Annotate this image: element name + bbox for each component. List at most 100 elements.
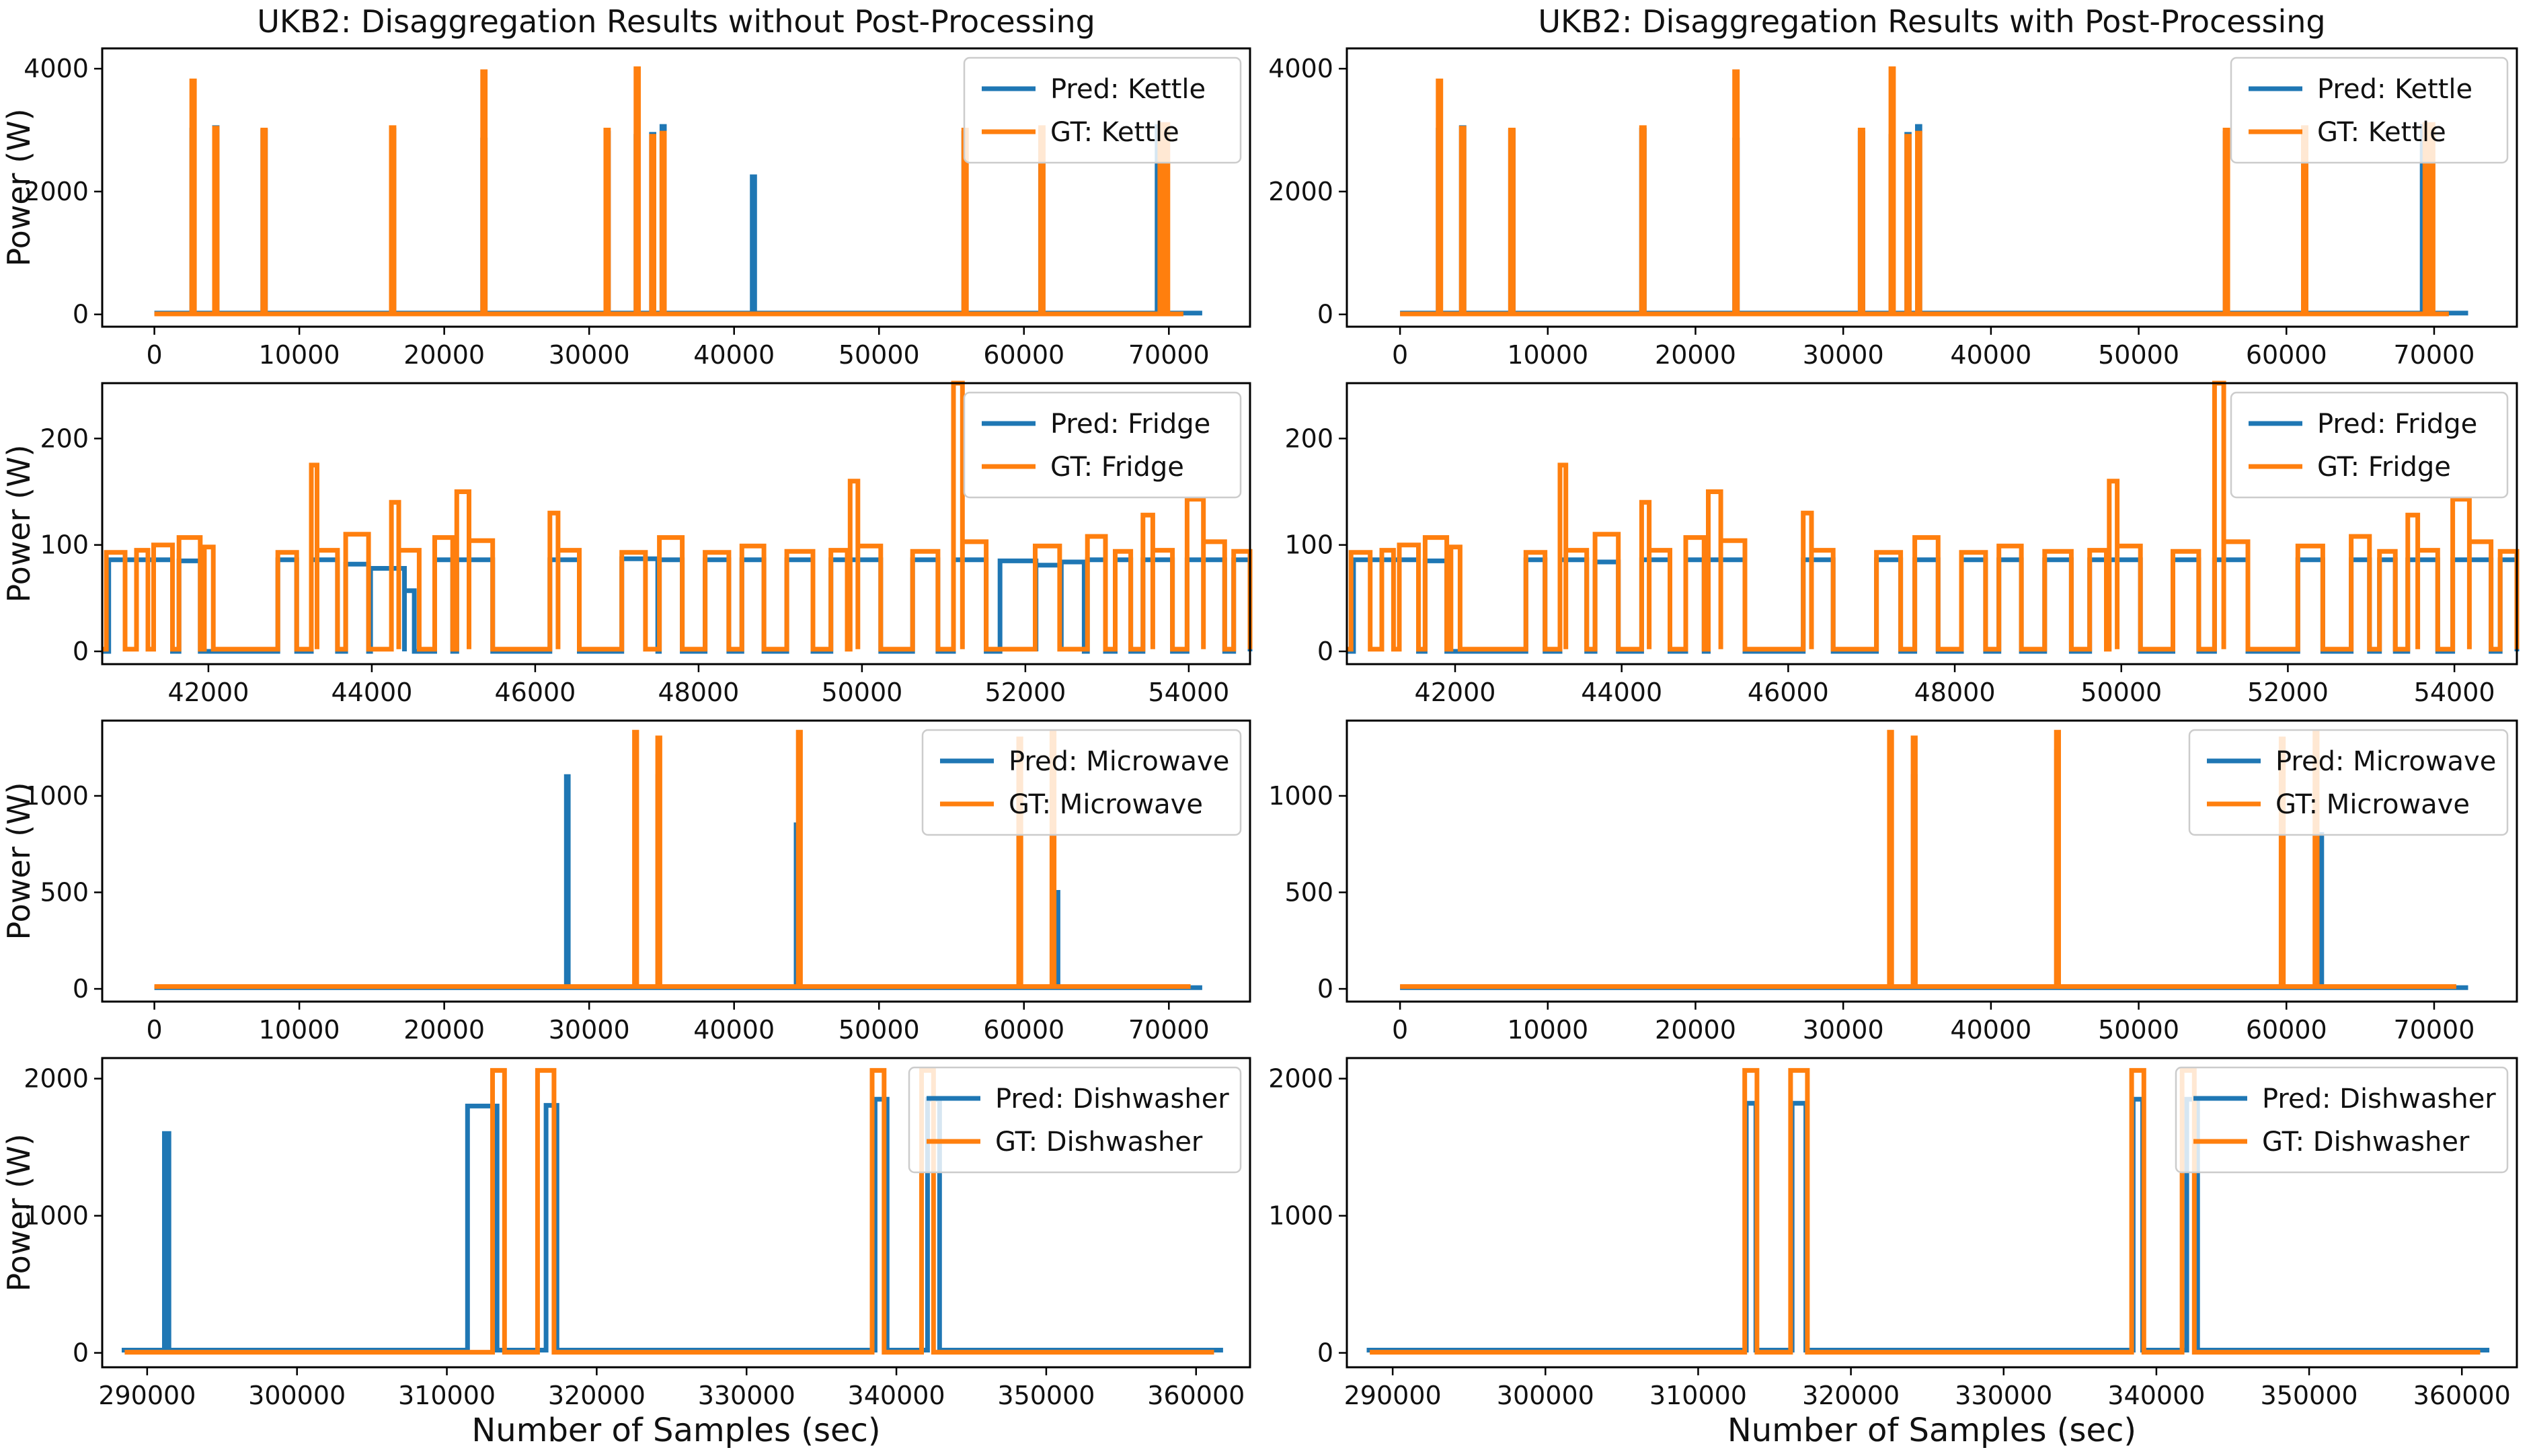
- svg-text:50000: 50000: [2098, 1015, 2179, 1045]
- plot-microwave-with-pp: 0 10000 20000 30000 40000 50000 60000 70000 0 500…: [1268, 719, 2518, 1045]
- legend-label-pred: Pred: Microwave: [1009, 746, 1229, 777]
- legend-label-gt: GT: Microwave: [2275, 789, 2470, 820]
- svg-text:44000: 44000: [1581, 678, 1662, 707]
- svg-text:40000: 40000: [693, 340, 775, 370]
- svg-text:2000: 2000: [24, 1064, 89, 1094]
- svg-text:20000: 20000: [1655, 340, 1736, 370]
- svg-text:70000: 70000: [2394, 340, 2475, 370]
- svg-text:20000: 20000: [1655, 1015, 1736, 1045]
- series-gt-kettle: [154, 66, 1183, 317]
- legend: Pred: Fridge GT: Fridge: [2230, 391, 2509, 499]
- svg-text:10000: 10000: [259, 340, 340, 370]
- svg-text:10000: 10000: [259, 1015, 340, 1045]
- plot-fridge-without-pp: 42000 44000 46000 48000 50000 52000 54000 0 100 2…: [1, 380, 1253, 707]
- svg-text:500: 500: [40, 878, 89, 907]
- svg-text:290000: 290000: [1344, 1381, 1442, 1410]
- series-lines: [154, 66, 1202, 317]
- svg-text:4000: 4000: [24, 54, 89, 83]
- svg-text:2000: 2000: [24, 177, 89, 206]
- series-lines: [102, 380, 1253, 654]
- axes-frame: [1346, 1057, 2518, 1369]
- svg-text:52000: 52000: [2247, 678, 2329, 707]
- legend: Pred: Kettle GT: Kettle: [2230, 56, 2509, 164]
- svg-text:40000: 40000: [693, 1015, 775, 1045]
- svg-text:0: 0: [73, 1338, 89, 1368]
- axes-frame: [101, 719, 1251, 1003]
- legend-label-gt: GT: Fridge: [1050, 452, 1184, 483]
- axis-ticks: 0 10000 20000 30000 40000 50000 60000 70000 0 200…: [24, 54, 1209, 370]
- svg-text:200: 200: [1284, 423, 1333, 453]
- series-gt-kettle: [1400, 66, 2449, 317]
- svg-text:60000: 60000: [983, 1015, 1064, 1045]
- svg-text:350000: 350000: [2261, 1381, 2358, 1410]
- svg-text:330000: 330000: [1955, 1381, 2052, 1410]
- svg-text:0: 0: [73, 974, 89, 1004]
- legend-label-pred: Pred: Dishwasher: [2262, 1084, 2496, 1115]
- legend-label-gt: GT: Fridge: [2317, 452, 2451, 483]
- svg-text:340000: 340000: [848, 1381, 945, 1410]
- legend: Pred: Microwave GT: Microwave: [2188, 729, 2509, 836]
- svg-text:1000: 1000: [24, 1201, 89, 1231]
- series-pred-dishwasher: [122, 1096, 1223, 1352]
- panel-microwave-without-pp: 0 10000 20000 30000 40000 50000 60000 70000 0 500…: [0, 710, 1266, 1047]
- svg-text:50000: 50000: [839, 1015, 920, 1045]
- svg-text:0: 0: [1317, 637, 1333, 666]
- svg-text:200: 200: [40, 423, 89, 453]
- chart-title-with-pp: UKB2: Disaggregation Results with Post-P…: [1538, 3, 2326, 40]
- svg-text:52000: 52000: [984, 678, 1066, 707]
- svg-text:4000: 4000: [1268, 54, 1333, 83]
- svg-text:1000: 1000: [24, 781, 89, 811]
- svg-text:0: 0: [1317, 1338, 1333, 1368]
- svg-text:0: 0: [146, 340, 162, 370]
- svg-text:0: 0: [1392, 340, 1408, 370]
- chart-title-without-pp: UKB2: Disaggregation Results without Pos…: [257, 3, 1095, 40]
- svg-text:20000: 20000: [403, 340, 485, 370]
- svg-text:310000: 310000: [398, 1381, 496, 1410]
- svg-text:40000: 40000: [1950, 340, 2031, 370]
- y-axis-label: Power (W): [1, 108, 37, 266]
- svg-text:48000: 48000: [658, 678, 739, 707]
- axis-ticks: 290000 300000 310000 320000 330000 340000 3500…: [1268, 1064, 2510, 1410]
- axis-ticks: 0 10000 20000 30000 40000 50000 60000 70000 0 500…: [1268, 781, 2474, 1045]
- svg-text:500: 500: [1284, 878, 1333, 907]
- svg-text:50000: 50000: [2098, 340, 2179, 370]
- svg-text:10000: 10000: [1507, 340, 1588, 370]
- axis-ticks: 0 10000 20000 30000 40000 50000 60000 70000 0 200…: [1268, 54, 2474, 370]
- plot-dishwasher-without-pp: 290000 300000 310000 320000 330000 340000 3500…: [1, 1057, 1251, 1410]
- legend-label-gt: GT: Dishwasher: [995, 1127, 1203, 1158]
- series-gt-fridge: [102, 380, 1253, 652]
- svg-text:44000: 44000: [331, 678, 412, 707]
- legend: Pred: Microwave GT: Microwave: [921, 729, 1242, 836]
- legend-label-pred: Pred: Kettle: [1050, 74, 1206, 105]
- legend: Pred: Dishwasher GT: Dishwasher: [2175, 1066, 2509, 1174]
- legend-label-pred: Pred: Kettle: [2317, 74, 2472, 105]
- axes-frame: [101, 382, 1251, 665]
- y-axis-label: Power (W): [1, 1133, 37, 1291]
- plot-microwave-without-pp: 0 10000 20000 30000 40000 50000 60000 70000 0 500…: [1, 719, 1251, 1045]
- svg-text:320000: 320000: [1802, 1381, 1900, 1410]
- svg-text:50000: 50000: [839, 340, 920, 370]
- svg-text:0: 0: [73, 300, 89, 329]
- legend: Pred: Fridge GT: Fridge: [963, 391, 1242, 499]
- svg-text:320000: 320000: [548, 1381, 646, 1410]
- series-pred-fridge: [1347, 557, 2520, 654]
- axis-ticks: 0 10000 20000 30000 40000 50000 60000 70000 0 500…: [24, 781, 1209, 1045]
- svg-text:100: 100: [40, 530, 89, 560]
- axes-frame: [1346, 47, 2518, 328]
- svg-text:30000: 30000: [549, 1015, 630, 1045]
- series-gt-microwave: [154, 729, 1191, 989]
- svg-text:10000: 10000: [1507, 1015, 1588, 1045]
- svg-text:0: 0: [146, 1015, 162, 1045]
- axes-frame: [101, 47, 1251, 328]
- svg-text:40000: 40000: [1950, 1015, 2031, 1045]
- legend: Pred: Dishwasher GT: Dishwasher: [908, 1066, 1242, 1174]
- panel-dishwasher-without-pp: 290000 300000 310000 320000 330000 340000 3500…: [0, 1047, 1266, 1456]
- x-axis-label-right: Number of Samples (sec): [1727, 1412, 2137, 1449]
- legend-label-gt: GT: Kettle: [1050, 117, 1179, 148]
- plot-dishwasher-with-pp: 290000 300000 310000 320000 330000 340000 3500…: [1268, 1057, 2518, 1410]
- svg-text:0: 0: [73, 637, 89, 666]
- svg-text:30000: 30000: [1803, 1015, 1884, 1045]
- svg-text:60000: 60000: [2246, 340, 2327, 370]
- svg-text:360000: 360000: [2413, 1381, 2511, 1410]
